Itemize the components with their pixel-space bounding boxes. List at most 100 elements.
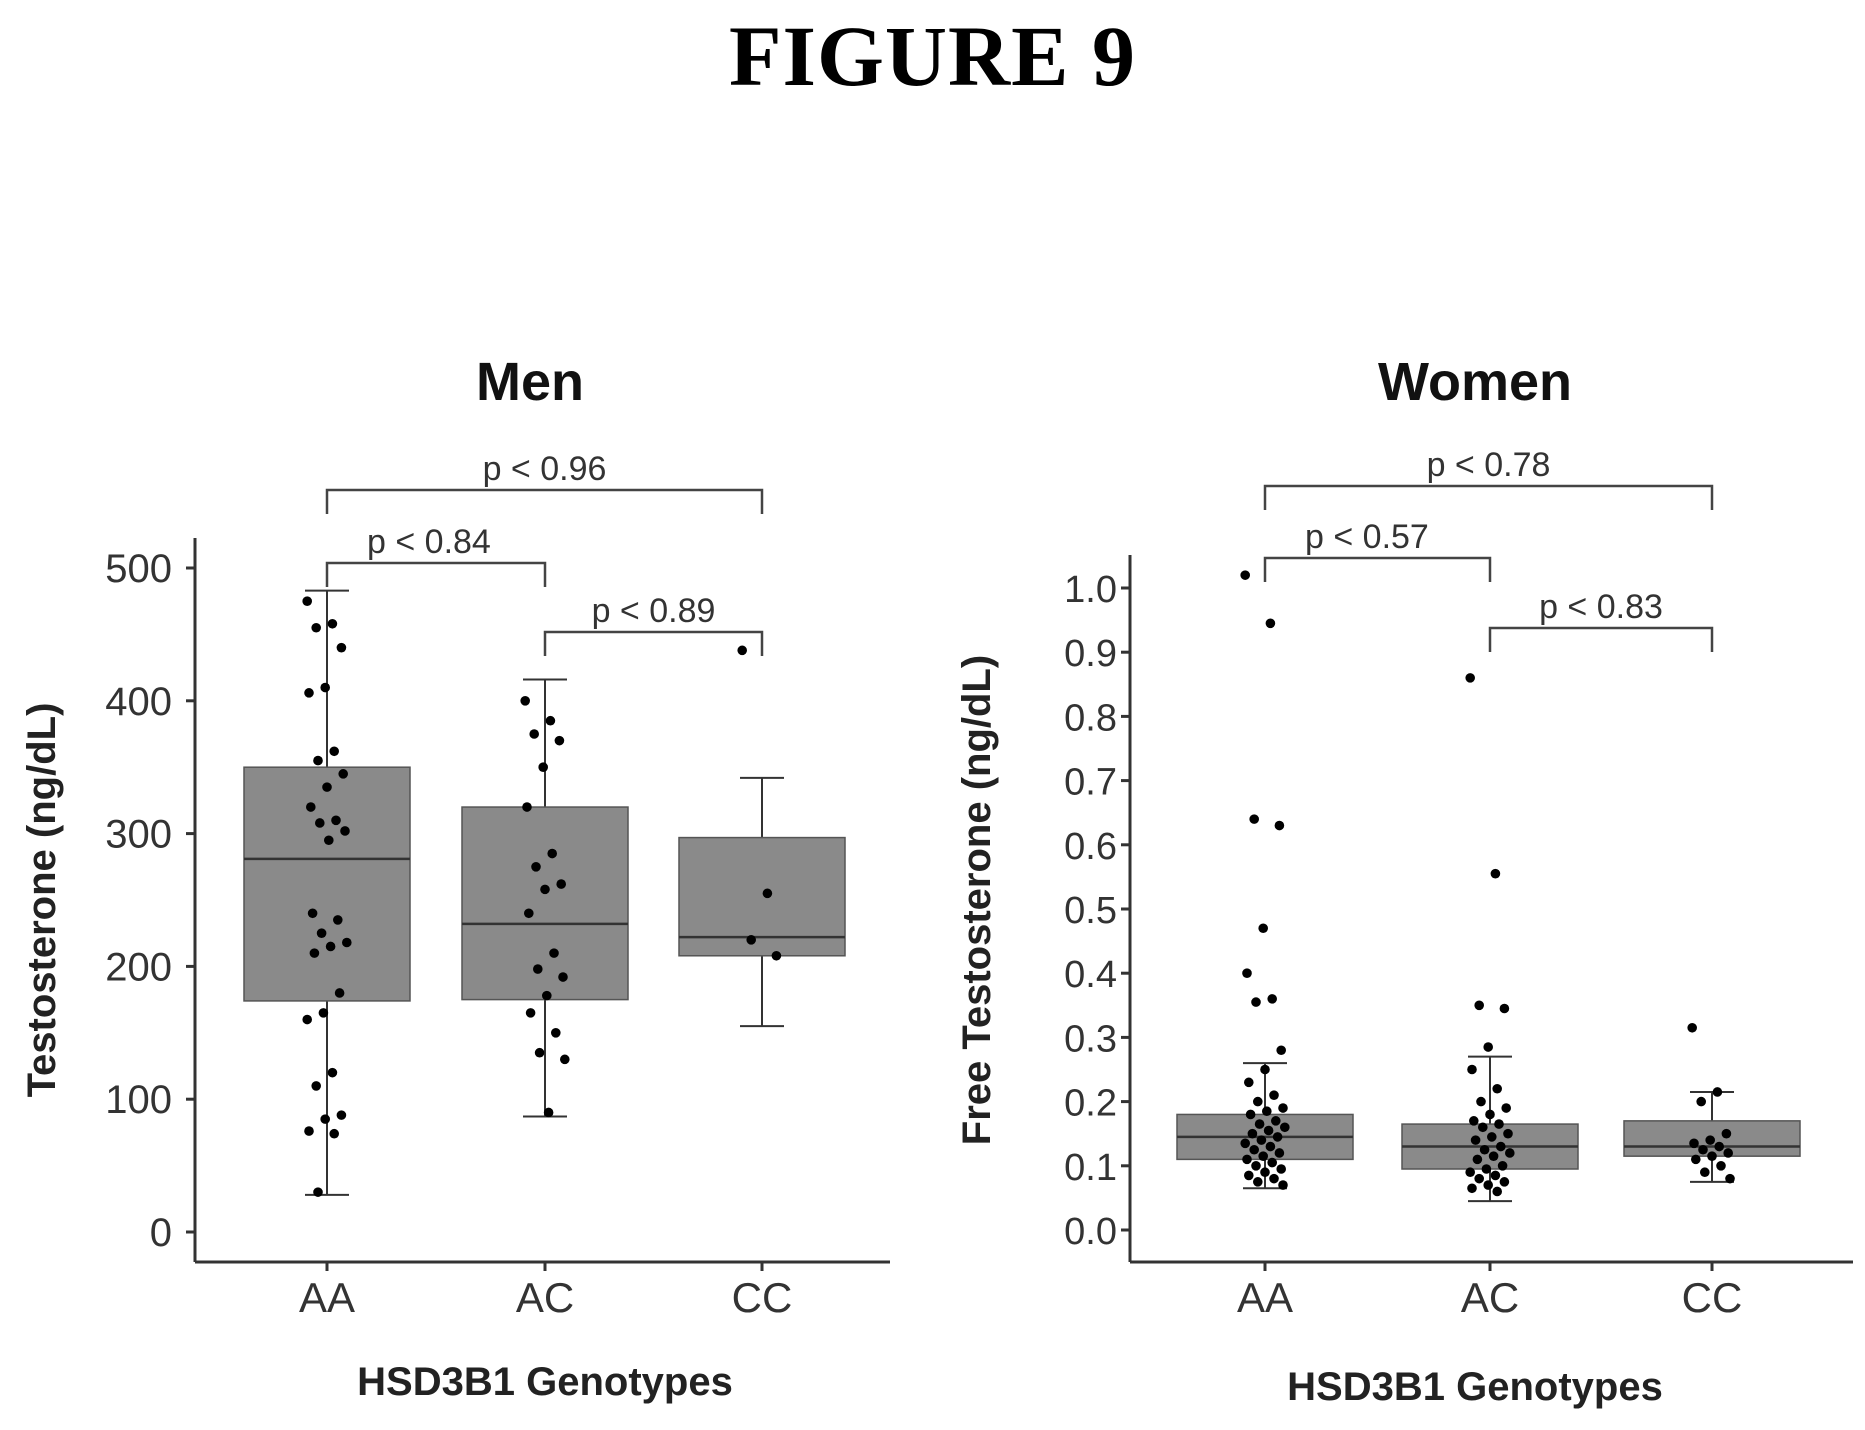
men-point-aa <box>313 755 323 766</box>
women-point-cc <box>1691 1154 1701 1165</box>
women-point-cc <box>1712 1087 1723 1097</box>
men-y-tick-label: 300 <box>105 813 172 857</box>
women-point-ac <box>1469 1116 1479 1126</box>
men-comparison-label: p < 0.89 <box>592 592 716 630</box>
women-y-tick-label: 0.7 <box>1064 762 1117 804</box>
men-point-ac <box>560 1054 570 1065</box>
women-point-aa <box>1253 1096 1263 1107</box>
women-point-ac <box>1490 1170 1501 1181</box>
women-point-aa <box>1251 997 1261 1007</box>
women-point-ac <box>1488 1151 1499 1161</box>
figure-title: FIGURE 9 <box>729 8 1136 104</box>
women-point-ac <box>1474 1000 1484 1011</box>
women-point-cc <box>1696 1096 1706 1107</box>
women-y-tick-label: 0.3 <box>1064 1018 1117 1060</box>
men-point-ac <box>529 729 539 739</box>
women-y-axis-label: Free Testosterone (ng/dL) <box>955 655 999 1145</box>
men-point-aa <box>340 826 350 836</box>
men-point-ac <box>545 715 556 726</box>
women-point-cc <box>1721 1128 1732 1139</box>
men-point-ac <box>522 802 532 812</box>
women-point-aa <box>1269 1090 1279 1100</box>
men-point-aa <box>329 746 340 757</box>
women-comparison-bracket <box>1263 484 1714 510</box>
women-point-aa <box>1271 1116 1281 1126</box>
women-y-tick-label: 0.6 <box>1064 826 1117 868</box>
men-point-cc <box>746 935 756 945</box>
women-comparison-label: p < 0.83 <box>1539 588 1663 626</box>
men-comparison-bracket <box>325 561 547 587</box>
men-point-aa <box>304 688 314 698</box>
men-comparison-label: p < 0.96 <box>483 450 607 488</box>
men-point-aa <box>311 622 322 633</box>
men-point-aa <box>324 835 334 846</box>
women-point-aa <box>1278 1103 1288 1113</box>
women-point-aa <box>1262 1106 1272 1117</box>
men-point-aa <box>320 682 331 693</box>
men-point-ac <box>558 972 568 982</box>
men-point-aa <box>336 642 347 653</box>
women-point-aa <box>1272 1132 1283 1142</box>
women-x-tick-label: AC <box>1461 1274 1519 1321</box>
women-x-tick-label: AA <box>1237 1274 1293 1321</box>
women-point-ac <box>1487 1132 1497 1142</box>
men-point-aa <box>318 1008 329 1018</box>
women-point-ac <box>1483 1180 1493 1190</box>
men-comparison-label: p < 0.84 <box>367 523 491 561</box>
women-point-ac <box>1485 1109 1495 1120</box>
women-point-cc <box>1707 1151 1717 1161</box>
men-point-aa <box>302 1014 313 1025</box>
women-point-aa <box>1240 570 1250 580</box>
women-point-aa <box>1240 1138 1250 1149</box>
women-x-tick-label: CC <box>1682 1274 1743 1321</box>
women-point-cc <box>1723 1148 1733 1158</box>
women-point-aa <box>1274 1148 1285 1158</box>
women-point-aa <box>1260 1167 1270 1178</box>
men-comparison-bracket <box>543 630 764 656</box>
women-point-ac <box>1470 1135 1481 1145</box>
men-point-cc <box>771 950 782 961</box>
women-point-aa <box>1276 1045 1286 1056</box>
women-point-aa <box>1251 1161 1261 1171</box>
men-point-ac <box>525 1008 536 1018</box>
men-point-aa <box>307 908 318 919</box>
women-point-aa <box>1244 1170 1254 1181</box>
women-point-aa <box>1276 1164 1286 1174</box>
women-point-cc <box>1698 1144 1708 1155</box>
women-point-aa <box>1269 1173 1279 1184</box>
women-point-ac <box>1474 1173 1484 1184</box>
men-point-ac <box>533 964 543 974</box>
men-x-tick-label: AA <box>299 1274 355 1321</box>
women-comparison-label: p < 0.57 <box>1305 518 1429 556</box>
men-y-tick-label: 500 <box>105 547 172 591</box>
women-point-aa <box>1253 1177 1263 1187</box>
men-comparison-bracket <box>325 488 764 514</box>
men-point-aa <box>322 782 332 792</box>
women-point-cc <box>1714 1141 1724 1152</box>
men-point-cc <box>762 888 773 899</box>
men-point-ac <box>524 908 534 919</box>
women-point-cc <box>1716 1161 1726 1171</box>
men-point-aa <box>329 1128 340 1139</box>
men-point-ac <box>549 948 559 958</box>
men-point-ac <box>534 1047 545 1058</box>
women-comparison-bracket <box>1263 556 1492 582</box>
women-y-tick-label: 0.4 <box>1064 954 1117 996</box>
men-point-ac <box>556 879 566 889</box>
men-point-ac <box>531 862 541 872</box>
men-y-tick-label: 100 <box>105 1078 172 1122</box>
men-point-aa <box>302 596 313 606</box>
men-point-ac <box>540 884 550 895</box>
women-point-ac <box>1496 1141 1506 1152</box>
women-comparison-bracket <box>1488 626 1714 652</box>
men-box-aa <box>243 766 411 1002</box>
women-comparison-label: p < 0.78 <box>1427 446 1551 484</box>
men-point-aa <box>338 769 349 779</box>
men-point-ac <box>543 1107 554 1118</box>
women-point-ac <box>1481 1164 1492 1174</box>
women-point-aa <box>1280 1122 1290 1133</box>
women-point-aa <box>1254 1119 1265 1129</box>
men-box-ac <box>461 806 629 1001</box>
men-y-tick-label: 0 <box>150 1211 172 1255</box>
